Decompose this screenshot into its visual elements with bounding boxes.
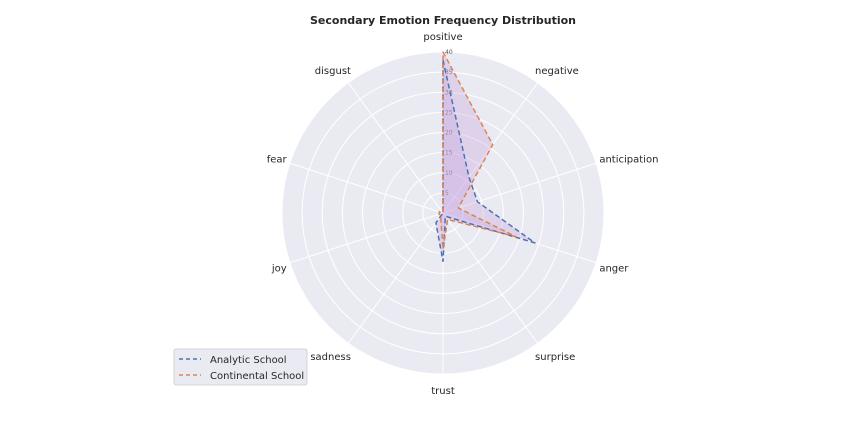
legend-label-analytic: Analytic School [210, 355, 287, 366]
series-fill-0 [435, 60, 535, 262]
chart-title: Secondary Emotion Frequency Distribution [310, 14, 576, 27]
radial-tick-label: 30 [445, 89, 453, 96]
radial-tick-label: 10 [445, 170, 453, 177]
category-label-anticipation: anticipation [599, 154, 658, 165]
category-label-disgust: disgust [315, 66, 351, 77]
grid-spoke [289, 162, 444, 214]
legend-label-continental: Continental School [210, 371, 304, 382]
radial-tick-label: 15 [445, 150, 453, 157]
radial-tick-label: 20 [445, 130, 453, 137]
radial-tick-label: 35 [445, 69, 453, 76]
series-line-0 [435, 59, 536, 263]
legend: Analytic School Continental School [173, 348, 308, 386]
series-line-1 [438, 51, 517, 250]
category-labels: positive negative anticipation anger surpris… [267, 32, 659, 397]
series-fill-1 [439, 52, 516, 250]
radial-tick-label: 40 [445, 49, 453, 56]
grid-spoke [347, 212, 444, 344]
radial-ticks: 5 10 15 20 25 30 35 40 [445, 49, 453, 197]
category-label-negative: negative [535, 66, 579, 77]
grid-spoke [442, 82, 539, 214]
category-label-joy: joy [271, 264, 287, 275]
category-label-positive: positive [423, 32, 462, 43]
series-layer [435, 51, 536, 263]
grid-spoke [289, 212, 444, 264]
category-label-anger: anger [599, 264, 629, 275]
category-label-trust: trust [431, 386, 455, 397]
category-label-sadness: sadness [310, 352, 351, 363]
grid-spoke [442, 162, 597, 214]
grid-spoke [347, 82, 444, 214]
radial-tick-label: 25 [445, 109, 453, 116]
category-label-surprise: surprise [535, 352, 575, 363]
category-label-fear: fear [267, 154, 288, 165]
radial-tick-label: 5 [445, 190, 449, 197]
legend-box [173, 348, 308, 386]
grid-spoke [442, 212, 539, 344]
